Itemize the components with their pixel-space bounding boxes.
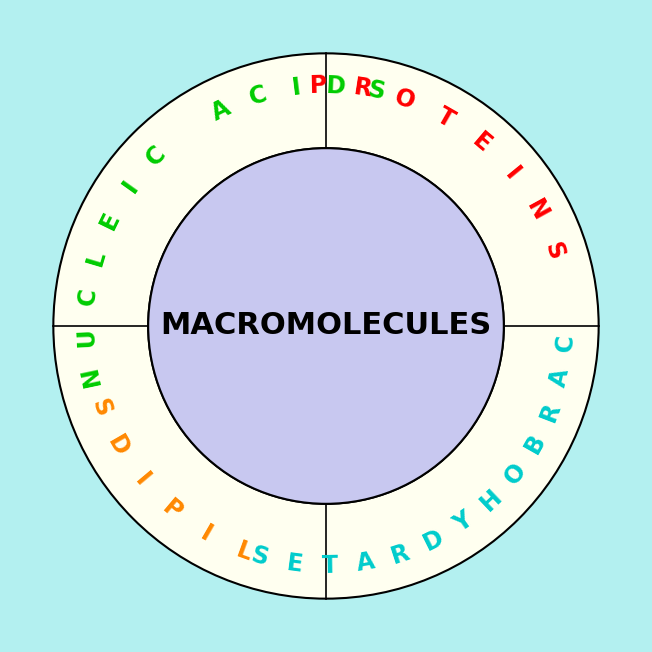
Text: A: A (207, 95, 234, 125)
Text: D: D (419, 526, 447, 556)
Text: I: I (118, 176, 143, 197)
Text: A: A (355, 550, 377, 576)
Text: H: H (476, 484, 507, 516)
Text: R: R (536, 399, 565, 425)
Text: L: L (82, 247, 110, 269)
Text: S: S (365, 78, 387, 105)
Text: R: R (351, 76, 374, 102)
Text: N: N (78, 364, 105, 388)
Text: P: P (310, 74, 328, 98)
Text: I: I (500, 163, 524, 185)
Text: C: C (553, 333, 578, 352)
Circle shape (53, 53, 599, 599)
Text: L: L (233, 538, 255, 565)
Text: S: S (248, 543, 271, 570)
Circle shape (148, 148, 504, 504)
Text: O: O (499, 458, 531, 489)
Text: O: O (392, 85, 419, 114)
Text: U: U (74, 327, 98, 347)
Text: Y: Y (450, 508, 478, 537)
Text: E: E (467, 128, 495, 157)
Text: B: B (520, 430, 550, 458)
Text: N: N (521, 196, 552, 225)
Text: E: E (96, 208, 125, 233)
Text: C: C (141, 141, 171, 171)
Text: P: P (157, 495, 186, 525)
Text: I: I (291, 75, 303, 100)
Text: D: D (326, 74, 347, 98)
Text: T: T (432, 103, 458, 132)
Text: S: S (86, 396, 115, 421)
Text: T: T (322, 554, 338, 578)
Circle shape (148, 148, 504, 504)
Text: MACROMOLECULES: MACROMOLECULES (160, 312, 492, 340)
Text: R: R (388, 540, 413, 569)
Text: A: A (546, 366, 574, 389)
Text: S: S (540, 239, 568, 263)
Text: I: I (196, 522, 216, 546)
Text: I: I (130, 469, 154, 492)
Text: C: C (75, 287, 100, 307)
Text: D: D (103, 432, 134, 460)
Text: E: E (285, 551, 304, 577)
Text: C: C (246, 82, 269, 110)
